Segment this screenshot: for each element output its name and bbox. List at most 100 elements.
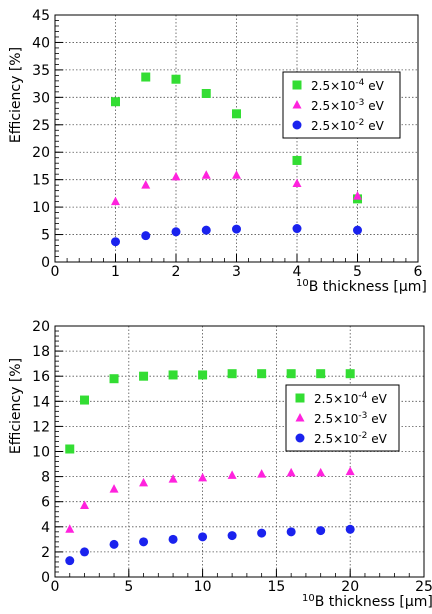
data-point-circle — [292, 224, 302, 234]
x-tick-label: 2 — [172, 264, 181, 280]
legend-entry-base: 2.5×10 — [314, 412, 358, 426]
data-point-square — [111, 97, 120, 107]
data-point-square — [201, 88, 211, 98]
y-tick-label: 45 — [32, 8, 50, 24]
legend-marker-triangle — [292, 100, 302, 109]
legend-marker-square — [292, 80, 302, 90]
data-point-triangle — [80, 500, 90, 509]
data-point-square — [109, 374, 119, 384]
data-point-triangle — [111, 196, 120, 206]
legend-entry: 2.5×10-3 eV — [311, 98, 385, 113]
legend-marker-circle — [292, 120, 302, 130]
data-point-circle — [171, 227, 181, 237]
y-tick-label: 2 — [41, 545, 50, 561]
x-tick-label: 25 — [415, 579, 432, 595]
data-point-circle — [286, 527, 296, 537]
x-tick-label: 6 — [414, 264, 423, 280]
data-point-circle — [109, 539, 119, 549]
legend-marker-triangle — [295, 413, 305, 422]
y-tick-label: 8 — [41, 470, 50, 486]
y-tick-label: 10 — [32, 200, 50, 216]
legend-entry: 2.5×10-2 eV — [311, 118, 385, 133]
legend-entry-exponent: -3 — [355, 98, 364, 108]
y-tick-label: 16 — [32, 369, 50, 385]
x-tick-label: 3 — [232, 264, 241, 280]
x-tick-label: 4 — [293, 264, 302, 280]
x-tick-label: 10 — [194, 579, 212, 595]
data-point-triangle — [286, 467, 296, 477]
y-tick-label: 4 — [41, 520, 50, 536]
data-point-circle — [111, 237, 120, 247]
data-point-triangle — [257, 469, 267, 478]
data-point-square — [80, 395, 90, 405]
data-point-circle — [257, 528, 267, 538]
y-tick-label: 10 — [32, 445, 50, 461]
x-tick-label: 5 — [353, 264, 362, 280]
legend-entry-exponent: -2 — [358, 431, 367, 441]
data-point-square — [345, 369, 355, 379]
data-point-square — [168, 370, 178, 380]
y-tick-label: 20 — [32, 319, 50, 335]
legend-box — [282, 71, 401, 139]
y-tick-label: 40 — [32, 35, 50, 51]
data-point-circle — [345, 524, 355, 534]
legend-entry-unit: eV — [367, 412, 387, 426]
data-point-circle — [201, 225, 211, 235]
legend-entry-exponent: -2 — [355, 118, 364, 128]
y-tick-label: 18 — [32, 344, 50, 360]
x-axis-label: 10B thickness [μm] — [296, 278, 427, 295]
data-point-circle — [65, 556, 75, 566]
legend-entry-unit: eV — [364, 99, 384, 113]
y-axis-label: Efficiency [%] — [8, 358, 24, 454]
legend-entry-base: 2.5×10 — [311, 119, 355, 133]
legend-box — [285, 384, 400, 452]
data-point-circle — [198, 532, 208, 542]
legend-entry-unit: eV — [364, 119, 384, 133]
y-axis-label: Efficiency [%] — [8, 47, 24, 143]
y-tick-label: 30 — [32, 90, 50, 106]
data-point-triangle — [201, 170, 211, 179]
x-axis-label-sup: 10 — [302, 593, 315, 604]
data-point-triangle — [227, 470, 237, 479]
x-tick-label: 20 — [341, 579, 359, 595]
data-point-square — [232, 109, 241, 119]
data-point-square — [316, 369, 326, 379]
x-tick-label: 5 — [124, 579, 133, 595]
data-point-square — [65, 444, 75, 454]
data-point-square — [257, 369, 267, 379]
data-point-triangle — [292, 178, 302, 188]
legend-entry: 2.5×10-4 eV — [314, 391, 388, 406]
y-tick-label: 6 — [41, 495, 50, 511]
y-tick-label: 15 — [32, 173, 50, 189]
legend-entry: 2.5×10-4 eV — [311, 78, 385, 93]
legend-entry: 2.5×10-3 eV — [314, 411, 388, 426]
legend-entry-exponent: -3 — [358, 411, 367, 421]
legend-entry: 2.5×10-2 eV — [314, 431, 388, 446]
x-tick-label: 15 — [267, 579, 285, 595]
legend-entry-unit: eV — [367, 392, 387, 406]
data-point-circle — [353, 225, 362, 235]
legend-entry-base: 2.5×10 — [314, 432, 358, 446]
y-tick-label: 20 — [32, 145, 50, 161]
y-tick-label: 14 — [32, 394, 50, 410]
data-point-square — [292, 155, 302, 165]
y-tick-label: 0 — [41, 255, 50, 271]
y-tick-label: 5 — [41, 228, 50, 244]
data-point-triangle — [232, 170, 241, 179]
data-point-triangle — [345, 466, 355, 476]
data-point-triangle — [141, 180, 151, 189]
data-point-circle — [141, 231, 151, 241]
data-point-square — [198, 370, 208, 380]
legend-entry-unit: eV — [367, 432, 387, 446]
legend-entry-base: 2.5×10 — [311, 79, 355, 93]
x-tick-label: 1 — [111, 264, 120, 280]
data-point-triangle — [109, 484, 119, 493]
data-point-square — [141, 72, 151, 82]
legend-marker-square — [295, 393, 305, 403]
data-point-triangle — [316, 467, 326, 477]
x-tick-label: 0 — [51, 264, 60, 280]
legend-entry-exponent: -4 — [355, 78, 364, 88]
